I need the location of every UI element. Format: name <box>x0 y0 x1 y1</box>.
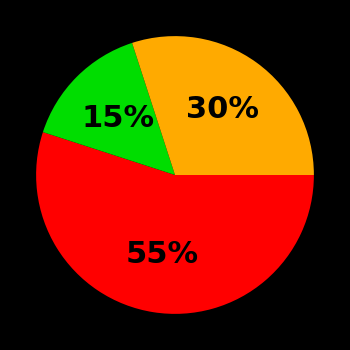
Text: 55%: 55% <box>126 240 199 269</box>
Wedge shape <box>36 132 314 314</box>
Wedge shape <box>132 36 314 175</box>
Wedge shape <box>43 43 175 175</box>
Text: 15%: 15% <box>82 104 155 133</box>
Text: 30%: 30% <box>186 95 259 124</box>
